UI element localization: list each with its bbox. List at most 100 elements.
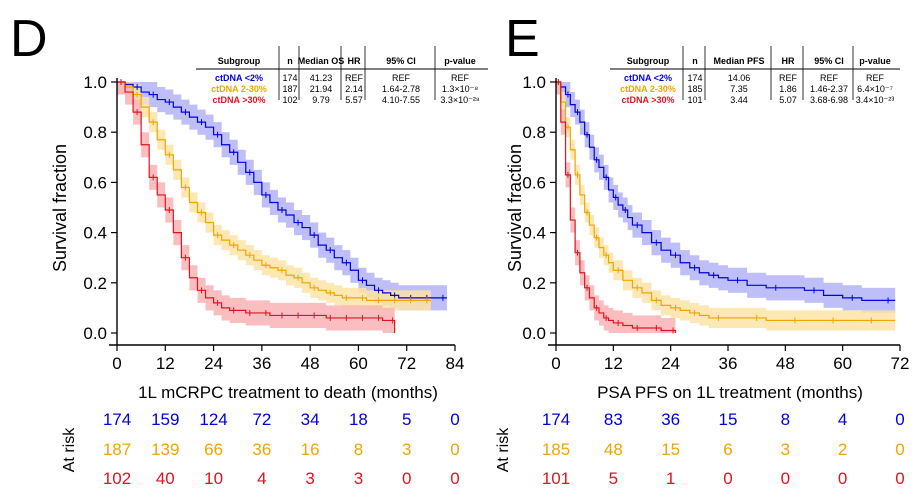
- x-tick-label: 60: [833, 354, 852, 373]
- table-cell: 3.4×10⁻²³: [856, 95, 895, 105]
- at-risk-value: 5: [609, 469, 618, 488]
- x-tick-label: 36: [252, 354, 271, 373]
- table-cell: 1.64-2.78: [382, 84, 420, 94]
- x-tick-label: 72: [397, 354, 416, 373]
- at-risk-value: 36: [252, 440, 271, 459]
- summary-table: Subgroup n Median OS HR 95% CI p-value ctDNA <…: [196, 46, 488, 105]
- ci-band-0: [117, 82, 447, 311]
- table-cell: 6.4×10⁻⁷: [857, 84, 893, 94]
- table-header-cell: n: [287, 56, 293, 66]
- at-risk-value: 3: [781, 440, 790, 459]
- y-tick-label: 0.0: [83, 324, 107, 343]
- table-cell: 1.46-2.37: [810, 84, 848, 94]
- table-cell: REF: [820, 73, 839, 83]
- table-header-cell: 95% CI: [814, 56, 844, 66]
- survival-curve-2: [117, 81, 396, 333]
- table-header-cell: Subgroup: [218, 56, 261, 66]
- table-subgroup-label: ctDNA 2-30%: [211, 84, 267, 94]
- at-risk-value: 0: [402, 469, 411, 488]
- table-cell: 21.94: [310, 84, 333, 94]
- table-subgroup-label: ctDNA >30%: [213, 95, 266, 105]
- at-risk-value: 185: [542, 440, 570, 459]
- at-risk-value: 3: [305, 469, 314, 488]
- at-risk-value: 0: [450, 440, 459, 459]
- table-cell: REF: [866, 73, 885, 83]
- summary-table: Subgroup n Median PFS HR 95% CI p-value ctDNA …: [610, 46, 900, 105]
- y-tick-label: 0.2: [522, 274, 546, 293]
- survival-curve-0: [117, 81, 447, 299]
- y-tick-label: 0.8: [83, 123, 107, 142]
- at-risk-value: 0: [895, 469, 904, 488]
- table-cell: REF: [779, 73, 798, 83]
- at-risk-value: 0: [723, 469, 732, 488]
- table-cell: 5.57: [345, 95, 363, 105]
- at-risk-value: 6: [723, 440, 732, 459]
- at-risk-value: 18: [349, 410, 368, 429]
- table-cell: 1.3×10⁻⁸: [442, 84, 479, 94]
- table-cell: 174: [687, 73, 702, 83]
- at-risk-value: 0: [895, 440, 904, 459]
- at-risk-value: 0: [781, 469, 790, 488]
- at-risk-value: 40: [156, 469, 175, 488]
- at-risk-value: 2: [838, 440, 847, 459]
- table-header-cell: HR: [348, 56, 361, 66]
- at-risk-label: At risk: [495, 427, 512, 472]
- at-risk-value: 101: [542, 469, 570, 488]
- at-risk-value: 83: [604, 410, 623, 429]
- at-risk-value: 34: [301, 410, 320, 429]
- table-cell: 101: [687, 95, 702, 105]
- at-risk-value: 139: [151, 440, 179, 459]
- at-risk-value: 15: [719, 410, 738, 429]
- table-header-cell: 95% CI: [386, 56, 416, 66]
- at-risk-value: 8: [781, 410, 790, 429]
- at-risk-value: 0: [895, 410, 904, 429]
- ci-band-0: [556, 82, 896, 313]
- table-cell: 4.10-7.55: [382, 95, 420, 105]
- table-cell: 9.79: [312, 95, 330, 105]
- table-header-cell: p-value: [444, 56, 476, 66]
- table-header-cell: n: [692, 56, 698, 66]
- x-tick-label: 36: [719, 354, 738, 373]
- at-risk-value: 66: [204, 440, 223, 459]
- table-cell: REF: [451, 73, 470, 83]
- x-tick-label: 24: [661, 354, 680, 373]
- x-tick-label: 48: [301, 354, 320, 373]
- at-risk-value: 0: [450, 469, 459, 488]
- survival-curve-1: [117, 81, 431, 301]
- x-tick-label: 12: [604, 354, 623, 373]
- y-tick-label: 0.4: [83, 224, 107, 243]
- x-tick-label: 48: [776, 354, 795, 373]
- ci-band-2: [117, 82, 395, 333]
- at-risk-value: 10: [204, 469, 223, 488]
- table-cell: 3.3×10⁻²⁸: [440, 95, 480, 105]
- y-tick-label: 0.0: [522, 324, 546, 343]
- ci-band-1: [117, 82, 431, 311]
- table-cell: 187: [282, 84, 297, 94]
- at-risk-value: 36: [661, 410, 680, 429]
- x-axis-label: PSA PFS on 1L treatment (months): [597, 383, 863, 402]
- at-risk-value: 102: [103, 469, 131, 488]
- table-cell: 1.86: [779, 84, 797, 94]
- table-cell: 3.44: [730, 95, 748, 105]
- table-header-cell: Median PFS: [713, 56, 764, 66]
- at-risk-value: 4: [257, 469, 266, 488]
- survival-curve-1: [556, 81, 896, 322]
- y-tick-label: 0.8: [522, 123, 546, 142]
- at-risk-value: 8: [354, 440, 363, 459]
- table-cell: REF: [392, 73, 411, 83]
- x-tick-label: 72: [891, 354, 910, 373]
- table-subgroup-label: ctDNA >30%: [622, 95, 675, 105]
- at-risk-value: 48: [604, 440, 623, 459]
- x-tick-label: 0: [112, 354, 121, 373]
- at-risk-value: 5: [402, 410, 411, 429]
- table-cell: 185: [687, 84, 702, 94]
- y-tick-label: 0.4: [522, 224, 546, 243]
- at-risk-value: 1: [666, 469, 675, 488]
- survival-curve-0: [556, 81, 896, 301]
- at-risk-value: 0: [450, 410, 459, 429]
- x-tick-label: 0: [551, 354, 560, 373]
